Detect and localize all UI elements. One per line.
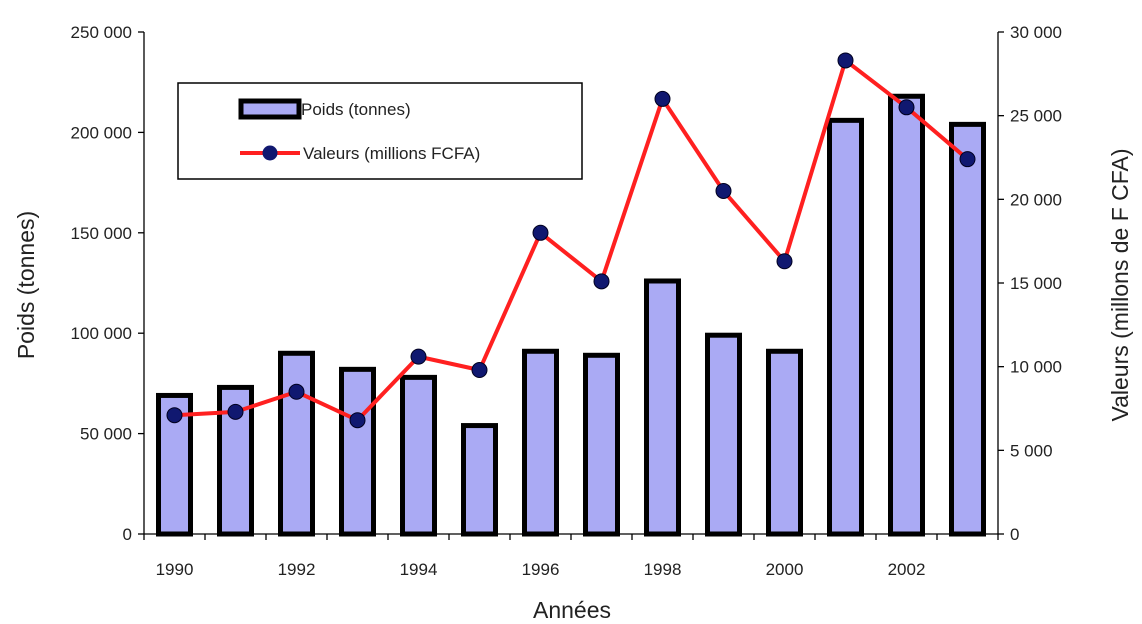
bar-1994: [400, 374, 437, 537]
x-tick-label: 1992: [278, 560, 316, 579]
point-1998: [654, 90, 671, 107]
x-tick-label: 2002: [888, 560, 926, 579]
point-1997: [593, 273, 610, 290]
y-axis-title-right: Valeurs (millons de F CFA): [1107, 148, 1133, 421]
point-1991: [227, 403, 244, 420]
point-1990: [166, 407, 183, 424]
point-2001: [837, 52, 854, 69]
y-tick-label-left: 100 000: [71, 324, 132, 343]
axes-layer: 0 50 000 100 000 150 000 200 000 250 000 0 5 00…: [71, 23, 1062, 579]
y-tick-label-right: 10 000: [1010, 358, 1062, 377]
x-tick-label: 2000: [766, 560, 804, 579]
y-tick-label-left: 200 000: [71, 123, 132, 142]
y-tick-label-left: 250 000: [71, 23, 132, 42]
x-tick-label: 1998: [644, 560, 682, 579]
bar-2001: [827, 117, 864, 537]
bar-1997: [583, 352, 620, 537]
line-layer: [166, 52, 976, 429]
point-1996: [532, 224, 549, 241]
point-2003: [959, 151, 976, 168]
x-tick-label: 1990: [156, 560, 194, 579]
bar-1998: [644, 278, 681, 537]
bar-2003: [949, 121, 986, 537]
point-1999: [715, 182, 732, 199]
point-1992: [288, 383, 305, 400]
y-tick-label-left: 50 000: [80, 425, 132, 444]
point-1995: [471, 362, 488, 379]
point-1993: [349, 412, 366, 429]
bar-1999: [705, 332, 742, 537]
y-tick-label-left: 0: [123, 525, 132, 544]
legend-label-bar: Poids (tonnes): [301, 100, 411, 119]
bar-1995: [461, 423, 498, 537]
bar-1996: [522, 348, 559, 537]
x-axis-title: Années: [533, 597, 611, 623]
y-tick-label-right: 25 000: [1010, 107, 1062, 126]
y-tick-label-right: 5 000: [1010, 441, 1053, 460]
point-1994: [410, 348, 427, 365]
bar-2002: [888, 93, 925, 537]
point-2000: [776, 253, 793, 270]
point-2002: [898, 99, 915, 116]
x-tick-label: 1996: [522, 560, 560, 579]
legend: Poids (tonnes) Valeurs (millions FCFA): [177, 82, 583, 180]
y-tick-label-right: 15 000: [1010, 274, 1062, 293]
y-tick-label-left: 150 000: [71, 224, 132, 243]
bar-1992: [278, 350, 315, 537]
legend-swatch-bar: [238, 98, 302, 120]
legend-box: [177, 82, 583, 180]
y-tick-label-right: 20 000: [1010, 190, 1062, 209]
y-tick-label-right: 30 000: [1010, 23, 1062, 42]
y-tick-label-right: 0: [1010, 525, 1019, 544]
legend-swatch-marker: [262, 145, 278, 161]
bar-1993: [339, 366, 376, 537]
bar-2000: [766, 348, 803, 537]
y-axis-title-left: Poids (tonnes): [13, 211, 39, 359]
line-series-valeurs: [174, 58, 969, 423]
legend-label-line: Valeurs (millions FCFA): [303, 144, 480, 163]
x-tick-label: 1994: [400, 560, 438, 579]
